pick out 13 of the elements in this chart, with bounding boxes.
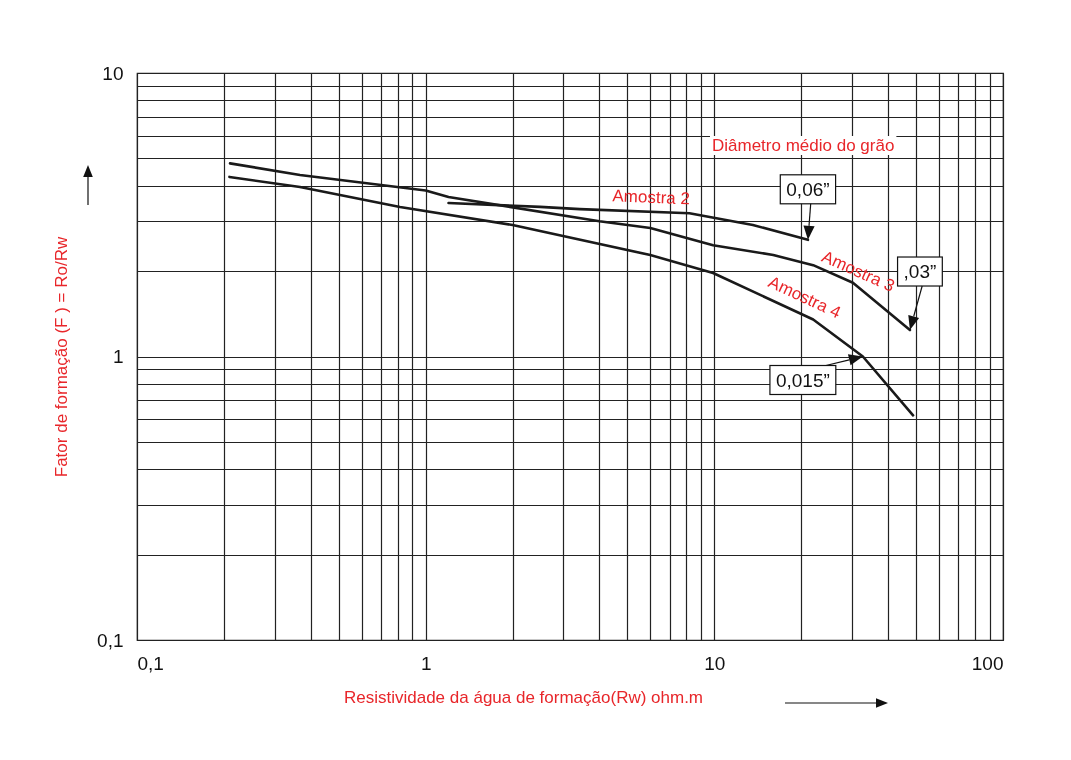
- y-tick-label: 1: [112, 346, 124, 367]
- y-tick-label: 10: [102, 62, 124, 84]
- y-axis-title: Fator de formação (F ) = Ro/Rw: [52, 236, 72, 478]
- x-tick-label: 1: [420, 652, 432, 674]
- annotation: ,03”: [903, 261, 937, 283]
- x-axis-title: Resistividade da água de formação(Rw) ohm.m: [343, 687, 704, 707]
- x-tick-label: 100: [971, 652, 1004, 674]
- x-tick-label: 0,1: [137, 652, 164, 674]
- annotation: 0,015”: [775, 369, 830, 391]
- x-tick-label: 10: [704, 652, 726, 674]
- series-label: Amostra 2: [612, 186, 691, 209]
- annotation: 0,06”: [786, 178, 830, 200]
- y-tick-label: 0,1: [97, 629, 124, 651]
